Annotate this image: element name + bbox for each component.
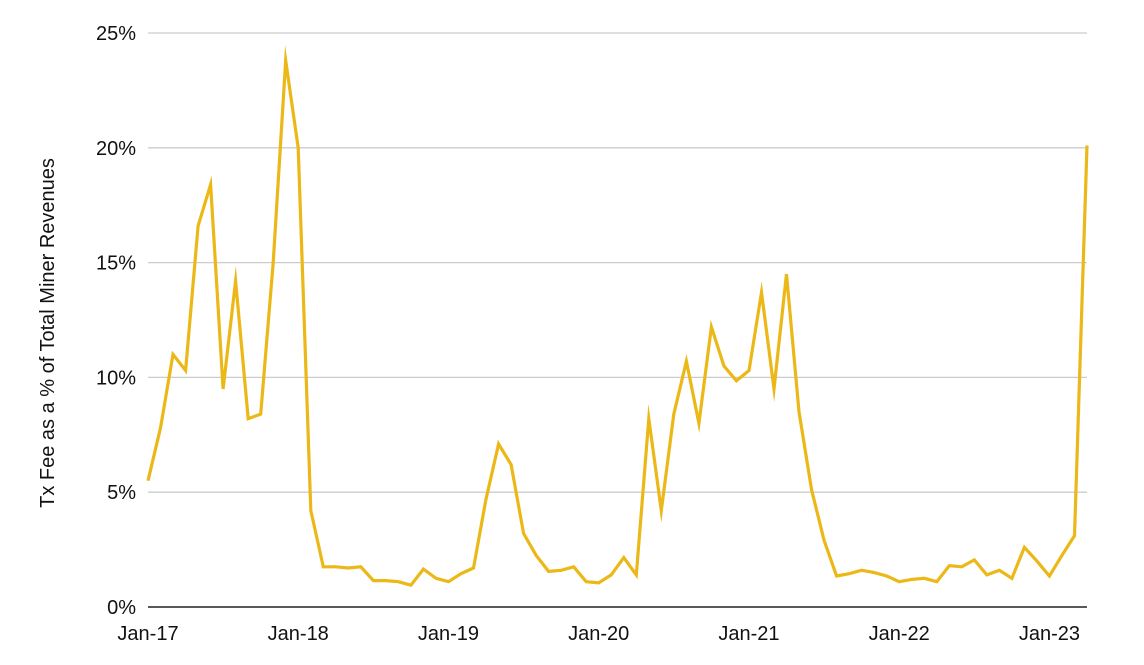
x-tick-label: Jan-22 (869, 623, 930, 645)
gridlines (148, 33, 1087, 492)
y-tick-label: 25% (96, 23, 136, 45)
y-tick-label: 5% (107, 482, 136, 504)
y-tick-label: 20% (96, 138, 136, 160)
x-tick-label: Jan-20 (568, 623, 629, 645)
x-tick-label: Jan-18 (268, 623, 329, 645)
x-tick-label: Jan-23 (1019, 623, 1080, 645)
x-tick-label: Jan-21 (718, 623, 779, 645)
y-tick-label: 15% (96, 253, 136, 275)
y-tick-label: 0% (107, 597, 136, 619)
y-axis-label: Tx Fee as a % of Total Miner Revenues (37, 158, 59, 508)
x-tick-label: Jan-19 (418, 623, 479, 645)
series-line (148, 61, 1087, 586)
y-tick-label: 10% (96, 367, 136, 389)
x-tick-label: Jan-17 (117, 623, 178, 645)
y-axis-ticks: 0% 5% 10% 15% 20% 25% (96, 23, 136, 619)
series (148, 61, 1087, 586)
x-axis-ticks: Jan-17 Jan-18 Jan-19 Jan-20 Jan-21 Jan-22 Jan-… (117, 623, 1080, 645)
